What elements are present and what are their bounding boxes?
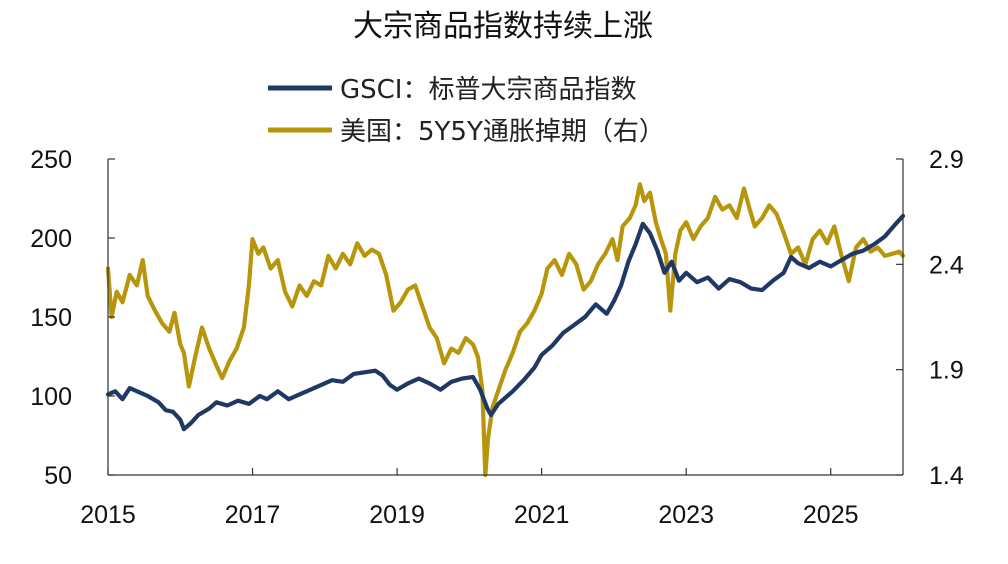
legend-label-gsci: GSCI：标普大宗商品指数	[340, 75, 636, 105]
series-line-inflation-swap	[105, 182, 906, 478]
right-y-ticks: 1.4 1.9 2.4 2.9	[896, 146, 964, 490]
x-tick-label: 2015	[80, 501, 136, 529]
x-tick-label: 2023	[658, 501, 714, 529]
series-line-gsci	[105, 213, 906, 432]
right-y-tick-label: 1.4	[929, 462, 964, 490]
x-tick-label: 2021	[514, 501, 570, 529]
left-y-tick-label: 200	[30, 225, 72, 253]
x-tick-label: 2019	[369, 501, 425, 529]
legend: GSCI：标普大宗商品指数 美国：5Y5Y通胀掉期（右）	[268, 75, 665, 147]
x-tick-label: 2017	[225, 501, 281, 529]
right-y-tick-label: 2.9	[929, 146, 964, 174]
left-y-tick-label: 250	[30, 146, 72, 174]
plot-area: 50 100 150 200 250 1.4 1.9 2.4 2.9 2015 2017 2019…	[30, 146, 964, 529]
series-layer	[105, 182, 906, 478]
left-y-tick-label: 100	[30, 383, 72, 411]
left-y-tick-label: 50	[44, 462, 72, 490]
x-ticks: 2015 2017 2019 2021 2023 2025	[80, 468, 859, 529]
left-y-ticks: 50 100 150 200 250	[30, 146, 115, 490]
left-y-tick-label: 150	[30, 304, 72, 332]
right-y-tick-label: 1.9	[929, 357, 964, 385]
legend-label-inflation-swap: 美国：5Y5Y通胀掉期（右）	[340, 117, 665, 147]
x-tick-label: 2025	[803, 501, 859, 529]
right-y-tick-label: 2.4	[929, 251, 964, 279]
chart-title: 大宗商品指数持续上涨	[353, 9, 653, 44]
